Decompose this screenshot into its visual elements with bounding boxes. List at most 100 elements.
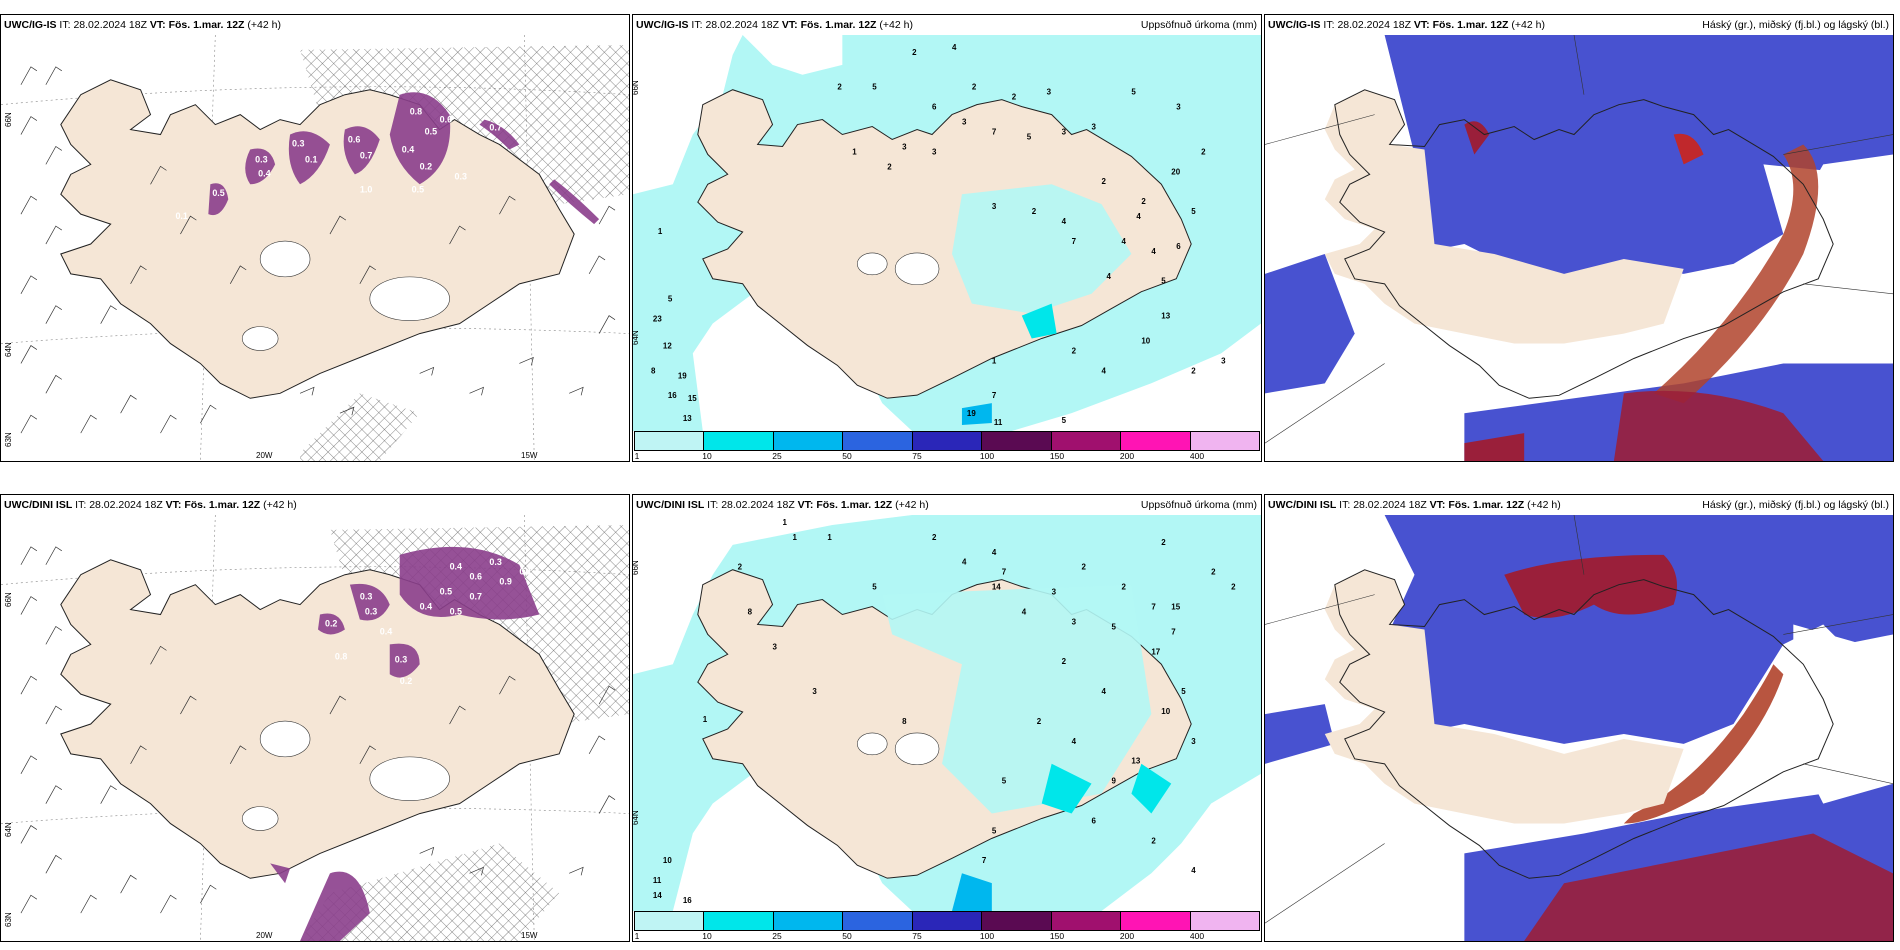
precip-area xyxy=(951,184,1132,314)
vt-value: Fös. 1.mar. 12Z xyxy=(1448,499,1525,511)
precip-legend: 1 10 25 50 75 100 150 200 400 xyxy=(633,911,1261,941)
lead-time: (+42 h) xyxy=(1511,19,1545,31)
precip-number: 5 xyxy=(1191,207,1196,216)
precip-number: 4 xyxy=(1121,237,1126,246)
model-name: UWC/DINI ISL xyxy=(4,499,73,511)
lat-label: 64N xyxy=(632,330,640,345)
hatched-area-south xyxy=(300,393,420,461)
precip-number: 13 xyxy=(1161,312,1170,321)
precip-value: 0.3 xyxy=(365,607,377,617)
glacier xyxy=(259,240,311,278)
precip-value: 0.5 xyxy=(425,127,437,137)
glacier xyxy=(241,806,279,831)
precip-value: 0.2 xyxy=(325,618,337,628)
panel-header: UWC/IG-IS IT: 28.02.2024 18Z VT: Fös. 1.… xyxy=(1,15,629,35)
precip-number: 2 xyxy=(1102,177,1107,186)
precip-number: 8 xyxy=(748,608,753,617)
legend-tick: 150 xyxy=(1049,451,1065,461)
legend-swatch xyxy=(1190,912,1259,930)
vt-label: VT: xyxy=(797,499,814,511)
legend-swatch xyxy=(1051,432,1122,450)
precip-number: 13 xyxy=(1131,757,1140,766)
panel-header: UWC/IG-IS IT: 28.02.2024 18Z VT: Fös. 1.… xyxy=(1265,15,1893,35)
glacier xyxy=(259,720,311,758)
vt-value: Fös. 1.mar. 12Z xyxy=(168,19,245,31)
precip-number: 4 xyxy=(952,43,957,52)
no-precip-area xyxy=(742,35,843,75)
legend-swatch xyxy=(912,912,983,930)
wind-barbs xyxy=(20,546,616,914)
iceland-land xyxy=(1324,89,1684,344)
precip-number: 3 xyxy=(1062,128,1067,137)
precip-number: 2 xyxy=(1037,717,1042,726)
precip-number: 6 xyxy=(1092,816,1097,825)
legend-tick: 100 xyxy=(979,451,995,461)
lat-label: 66N xyxy=(632,560,640,575)
precip-number: 5 xyxy=(1062,416,1067,425)
precip-number: 3 xyxy=(902,142,907,151)
precip-high xyxy=(951,873,992,911)
legend-tick: 25 xyxy=(772,931,782,941)
high-cloud xyxy=(1613,390,1824,461)
legend-tick: 400 xyxy=(1189,931,1205,941)
precip-number: 14 xyxy=(992,583,1001,592)
precip-value: 0.3 xyxy=(489,557,501,567)
precip-number: 8 xyxy=(651,366,656,375)
precip-number: 11 xyxy=(653,876,662,885)
iceland-land xyxy=(60,559,575,879)
cloud-map-svg xyxy=(1265,515,1893,941)
precip-value: 0.5 xyxy=(450,607,462,617)
panel-title: Háský (gr.), miðský (fj.bl.) og lágský (… xyxy=(1702,499,1889,511)
precip-number: 4 xyxy=(1106,272,1111,281)
vt-label: VT: xyxy=(1429,499,1446,511)
precip-value: 0.8 xyxy=(410,107,422,117)
precip-number: 2 xyxy=(1012,93,1017,102)
precip-number: 5 xyxy=(1002,777,1007,786)
legend-tick: 200 xyxy=(1119,931,1135,941)
precip-number: 7 xyxy=(1171,627,1176,636)
model-name: UWC/IG-IS xyxy=(4,19,57,31)
it-label: IT: xyxy=(1339,499,1351,511)
it-value: 28.02.2024 18Z xyxy=(705,19,779,31)
model-name: UWC/DINI ISL xyxy=(636,499,705,511)
high-cloud xyxy=(1504,554,1678,618)
lat-label: 63N xyxy=(4,432,13,447)
precip-number: 16 xyxy=(683,896,692,905)
precip-number: 7 xyxy=(982,856,987,865)
panel-igis-precip: UWC/IG-IS IT: 28.02.2024 18Z VT: Fös. 1.… xyxy=(632,14,1262,462)
precip-high xyxy=(1131,763,1172,814)
coastline xyxy=(1334,569,1834,879)
wind-map-svg: 0.4 0.3 0.9 0.5 0.7 0.3 0.4 0.3 0.2 0.5 … xyxy=(1,515,629,941)
legend-tick: 150 xyxy=(1049,931,1065,941)
lat-label: 63N xyxy=(4,912,13,927)
panel-header: UWC/DINI ISL IT: 28.02.2024 18Z VT: Fös.… xyxy=(1,495,629,515)
precip-value: 0.4 xyxy=(402,144,414,154)
it-label: IT: xyxy=(59,19,71,31)
vt-label: VT: xyxy=(165,499,182,511)
precip-number: 11 xyxy=(994,418,1003,427)
panel-header: UWC/DINI ISL IT: 28.02.2024 18Z VT: Fös.… xyxy=(1265,495,1893,515)
precip-number: 3 xyxy=(962,118,967,127)
legend-ticks: 1 10 25 50 75 100 150 200 400 xyxy=(633,451,1261,461)
lat-label: 66N xyxy=(4,112,13,127)
legend-swatch xyxy=(704,432,774,450)
precip-number: 20 xyxy=(1171,167,1180,176)
precip-value: 0.7 xyxy=(489,123,501,133)
lat-label: 64N xyxy=(4,822,13,837)
precip-number: 2 xyxy=(887,162,892,171)
lat-label: 64N xyxy=(4,342,13,357)
glacier-vatnajokull xyxy=(369,276,450,321)
precip-number: 7 xyxy=(1151,603,1156,612)
precip-number: 3 xyxy=(1052,588,1057,597)
lead-time: (+42 h) xyxy=(263,499,297,511)
precip-value: 0.6 xyxy=(348,135,360,145)
precip-number: 12 xyxy=(663,341,672,350)
precip-value: 0.1 xyxy=(305,154,317,164)
glacier xyxy=(241,326,279,351)
precip-number: 3 xyxy=(1072,617,1077,626)
lead-time: (+42 h) xyxy=(247,19,281,31)
precip-value: 0.9 xyxy=(499,577,511,587)
precip-number: 15 xyxy=(688,394,697,403)
precip-number: 7 xyxy=(1072,237,1077,246)
glacier xyxy=(894,732,940,766)
